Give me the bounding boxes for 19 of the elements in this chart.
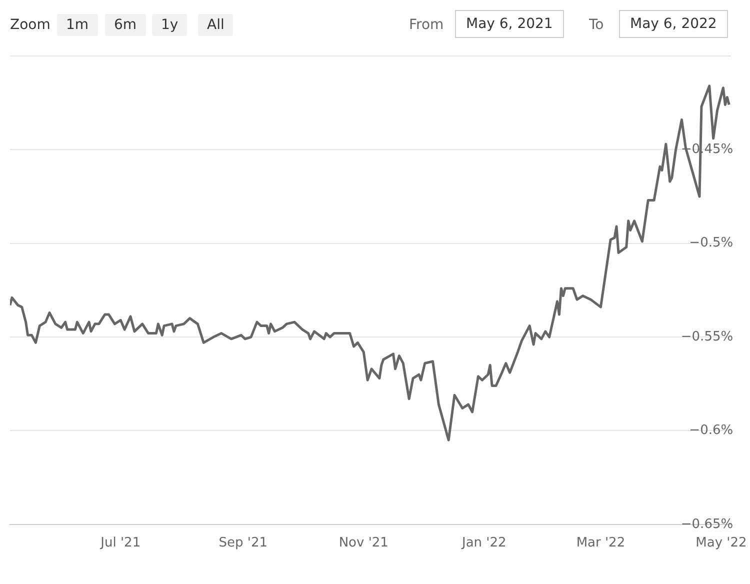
zoom-button: 1m: [57, 14, 98, 36]
date-field: May 6, 2022: [619, 10, 728, 38]
y-tick-label: −0.55%: [680, 329, 734, 344]
zoom-button: All: [198, 14, 234, 36]
zoom-button: 6m: [105, 14, 146, 36]
date-field: May 6, 2021: [455, 10, 564, 38]
x-tick-label: Jan '22: [460, 536, 506, 551]
x-tick-label: Mar '22: [576, 536, 626, 551]
x-tick-label: Jul '21: [100, 536, 141, 551]
text: Zoom: [10, 16, 50, 35]
x-tick-label: May '22: [696, 536, 747, 551]
text: To: [589, 16, 604, 35]
y-tick-label: −0.65%: [680, 516, 734, 532]
y-tick-label: −0.6%: [689, 423, 734, 438]
x-tick-label: Sep '21: [218, 536, 268, 551]
y-tick-label: −0.5%: [689, 236, 734, 251]
zoom-button: 1y: [152, 14, 188, 36]
text: From: [409, 16, 444, 35]
x-tick-label: Nov '21: [338, 536, 388, 551]
